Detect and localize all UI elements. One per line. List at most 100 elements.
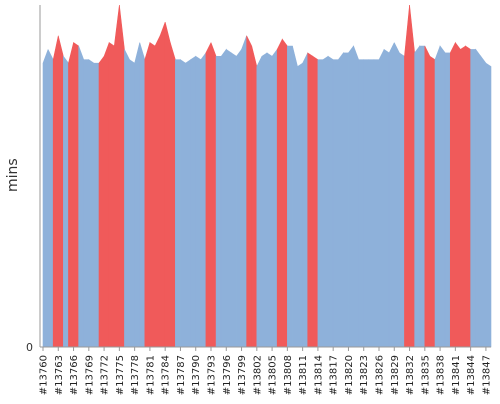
area-segment [225, 48, 232, 348]
area-segment [93, 62, 100, 348]
area-segment [317, 59, 324, 348]
area-segment [475, 48, 482, 348]
area-segment [383, 48, 390, 348]
area-segment [63, 55, 69, 348]
failed-area-segment [465, 45, 471, 348]
area-segment [480, 55, 487, 348]
failed-area-segment [281, 38, 288, 348]
area-segment [185, 59, 191, 348]
failed-area-segment [429, 55, 436, 348]
area-segment [332, 59, 339, 348]
failed-area-segment [149, 42, 156, 348]
area-segment [388, 42, 395, 348]
area-segment [271, 48, 278, 348]
failed-area-segment [169, 42, 176, 348]
area-segment [215, 56, 222, 348]
area-segment [302, 52, 309, 348]
area-segment [241, 35, 247, 348]
x-tick-label: #13829 [390, 355, 401, 395]
x-tick-label: #13775 [115, 355, 126, 395]
area-segment [470, 49, 477, 348]
x-tick-label: #13847 [481, 355, 492, 395]
area-segment [261, 52, 268, 348]
area-segment [327, 55, 334, 348]
failed-area-segment [424, 45, 431, 348]
area-segment [353, 45, 359, 348]
failed-area-segment [307, 52, 314, 348]
x-tick-label: #13772 [100, 355, 111, 395]
y-axis-label: mins [5, 158, 21, 192]
area-segment [358, 59, 365, 348]
area-segment [134, 42, 141, 348]
area-segment [220, 48, 227, 348]
x-tick-label: #13835 [420, 355, 431, 395]
failed-area-segment [113, 4, 120, 348]
x-tick-label: #13811 [298, 355, 309, 395]
failed-area-segment [276, 39, 283, 348]
area-segment [363, 59, 370, 348]
area-segment [78, 45, 85, 348]
area-segment [368, 59, 375, 348]
x-tick-label: #13826 [375, 355, 386, 395]
area-segment [485, 62, 492, 348]
failed-area-segment [68, 42, 74, 348]
failed-area-segment [246, 35, 253, 348]
x-tick-label: #13796 [222, 355, 233, 395]
area-segment [83, 59, 90, 348]
failed-area-segment [57, 35, 64, 348]
x-tick-label: #13808 [283, 355, 294, 395]
area-segment [129, 59, 135, 348]
x-tick-label: #13793 [207, 355, 218, 395]
x-tick-label: #13805 [268, 355, 279, 395]
area-segment [256, 56, 263, 348]
area-segment [439, 45, 446, 348]
area-segment [124, 49, 130, 348]
failed-area-segment [119, 4, 125, 348]
x-tick-label: #13766 [69, 355, 80, 395]
failed-area-segment [460, 45, 466, 348]
failed-area-segment [73, 42, 79, 348]
x-tick-label: #13760 [39, 355, 50, 395]
failed-area-segment [164, 22, 171, 348]
failed-area-segment [159, 21, 166, 348]
x-tick-label: #13820 [344, 355, 355, 395]
area-segment [444, 52, 451, 348]
area-segment [200, 51, 207, 348]
area-segment [195, 55, 202, 348]
area-segment [42, 49, 49, 348]
failed-area-segment [103, 42, 110, 348]
failed-area-segment [409, 4, 415, 348]
x-tick-label: #13814 [313, 355, 324, 395]
x-tick-label: #13787 [176, 355, 187, 395]
failed-area-segment [210, 42, 217, 348]
area-segment [266, 52, 273, 348]
area-segment [175, 59, 181, 348]
failed-area-segment [455, 41, 461, 348]
failed-area-segment [449, 42, 456, 348]
x-tick-label: #13802 [252, 355, 263, 395]
area-segment [139, 42, 146, 348]
x-tick-label: #13832 [405, 355, 416, 395]
failed-area-segment [251, 45, 258, 348]
failed-area-segment [205, 42, 212, 348]
x-tick-label: #13781 [145, 355, 156, 395]
x-tick-label: #13769 [84, 355, 95, 395]
area-segment [373, 59, 380, 348]
area-segment [47, 49, 54, 348]
area-segment [414, 45, 421, 348]
failed-area-segment [312, 55, 319, 348]
area-segment [292, 45, 298, 348]
failed-area-segment [404, 4, 410, 348]
x-tick-label: #13799 [237, 355, 248, 395]
x-tick-label: #13763 [54, 355, 65, 395]
area-segment [343, 52, 349, 348]
area-segment [393, 42, 400, 348]
area-segment [190, 55, 197, 348]
area-segment [337, 51, 344, 348]
area-segment [348, 45, 354, 348]
area-segment [419, 45, 426, 348]
x-tick-label: #13838 [436, 355, 447, 395]
x-tick-label: #13841 [451, 355, 462, 395]
